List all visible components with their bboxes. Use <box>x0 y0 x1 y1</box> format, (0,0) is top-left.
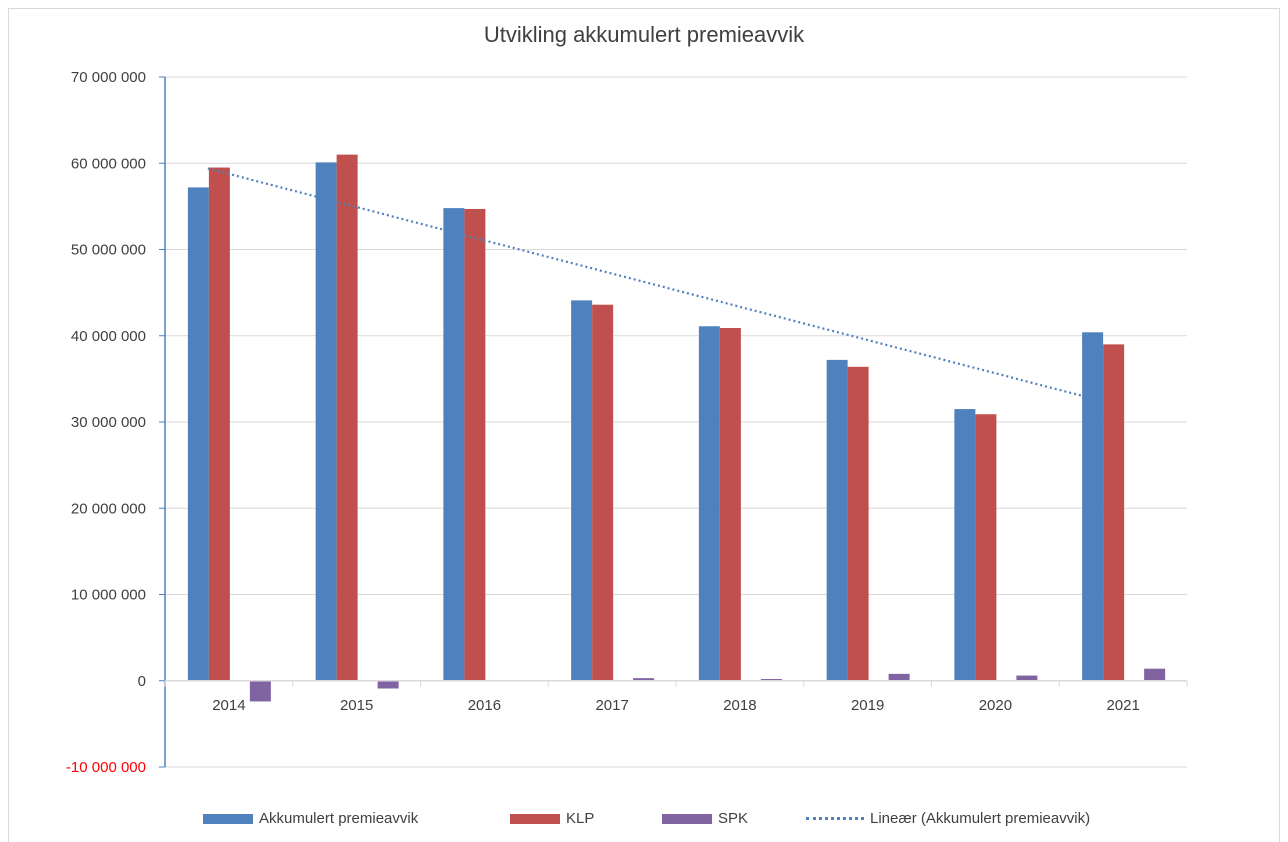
y-tick-label: 40 000 000 <box>71 328 146 345</box>
bar-akkumulert-premieavvik-2021 <box>1082 332 1104 681</box>
y-tick-label: 30 000 000 <box>71 414 146 431</box>
bar-spk-2018 <box>760 679 782 681</box>
x-tick-label: 2020 <box>979 697 1012 714</box>
bar-akkumulert-premieavvik-2018 <box>698 326 720 681</box>
y-tick-label: -10 000 000 <box>66 759 146 776</box>
bar-klp-2020 <box>975 414 997 681</box>
y-tick-label: 10 000 000 <box>71 587 146 604</box>
bar-klp-2016 <box>464 208 486 681</box>
y-tick-label: 0 <box>138 673 146 690</box>
x-tick-label: 2014 <box>212 697 245 714</box>
legend: Akkumulert premieavvik KLP SPK Lineær (A… <box>0 808 1288 832</box>
legend-swatch-akkumulert <box>203 813 253 824</box>
legend-swatch-trendline <box>806 817 864 820</box>
y-tick-label: 70 000 000 <box>71 69 146 86</box>
bar-akkumulert-premieavvik-2015 <box>315 162 337 681</box>
legend-item-spk: SPK <box>662 810 748 827</box>
legend-item-trendline: Lineær (Akkumulert premieavvik) <box>806 810 1090 827</box>
x-tick-label: 2021 <box>1106 697 1139 714</box>
bar-akkumulert-premieavvik-2017 <box>571 300 593 681</box>
bar-klp-2017 <box>592 304 614 681</box>
bar-spk-2015 <box>377 680 399 689</box>
legend-label-akkumulert: Akkumulert premieavvik <box>259 810 419 827</box>
legend-label-spk: SPK <box>718 810 749 827</box>
legend-swatch-spk <box>662 813 712 824</box>
bar-spk-2017 <box>633 678 655 681</box>
bar-klp-2019 <box>847 366 869 681</box>
x-tick-label: 2018 <box>723 697 756 714</box>
legend-label-trendline: Lineær (Akkumulert premieavvik) <box>870 810 1091 827</box>
x-tick-label: 2019 <box>851 697 884 714</box>
bar-akkumulert-premieavvik-2014 <box>187 187 209 681</box>
legend-label-klp: KLP <box>566 810 595 827</box>
x-tick-label: 2015 <box>340 697 373 714</box>
y-tick-label: 60 000 000 <box>71 155 146 172</box>
bar-spk-2019 <box>888 673 910 681</box>
chart-title: Utvikling akkumulert premieavvik <box>483 22 805 47</box>
bar-spk-2014 <box>249 680 271 702</box>
y-tick-label: 20 000 000 <box>71 500 146 517</box>
legend-item-akkumulert: Akkumulert premieavvik <box>203 810 418 827</box>
x-tick-label: 2016 <box>468 697 501 714</box>
bar-klp-2018 <box>719 327 741 681</box>
bar-spk-2021 <box>1144 668 1166 681</box>
legend-swatch-klp <box>510 813 560 824</box>
bar-klp-2014 <box>208 167 230 681</box>
x-tick-label: 2017 <box>595 697 628 714</box>
bar-akkumulert-premieavvik-2016 <box>443 208 465 681</box>
bar-akkumulert-premieavvik-2019 <box>826 359 848 681</box>
legend-item-klp: KLP <box>510 810 594 827</box>
bar-klp-2015 <box>336 154 358 681</box>
bar-klp-2021 <box>1103 344 1125 681</box>
bar-akkumulert-premieavvik-2020 <box>954 409 976 681</box>
trendline <box>207 167 1104 403</box>
bar-spk-2020 <box>1016 675 1038 681</box>
y-tick-label: 50 000 000 <box>71 242 146 259</box>
